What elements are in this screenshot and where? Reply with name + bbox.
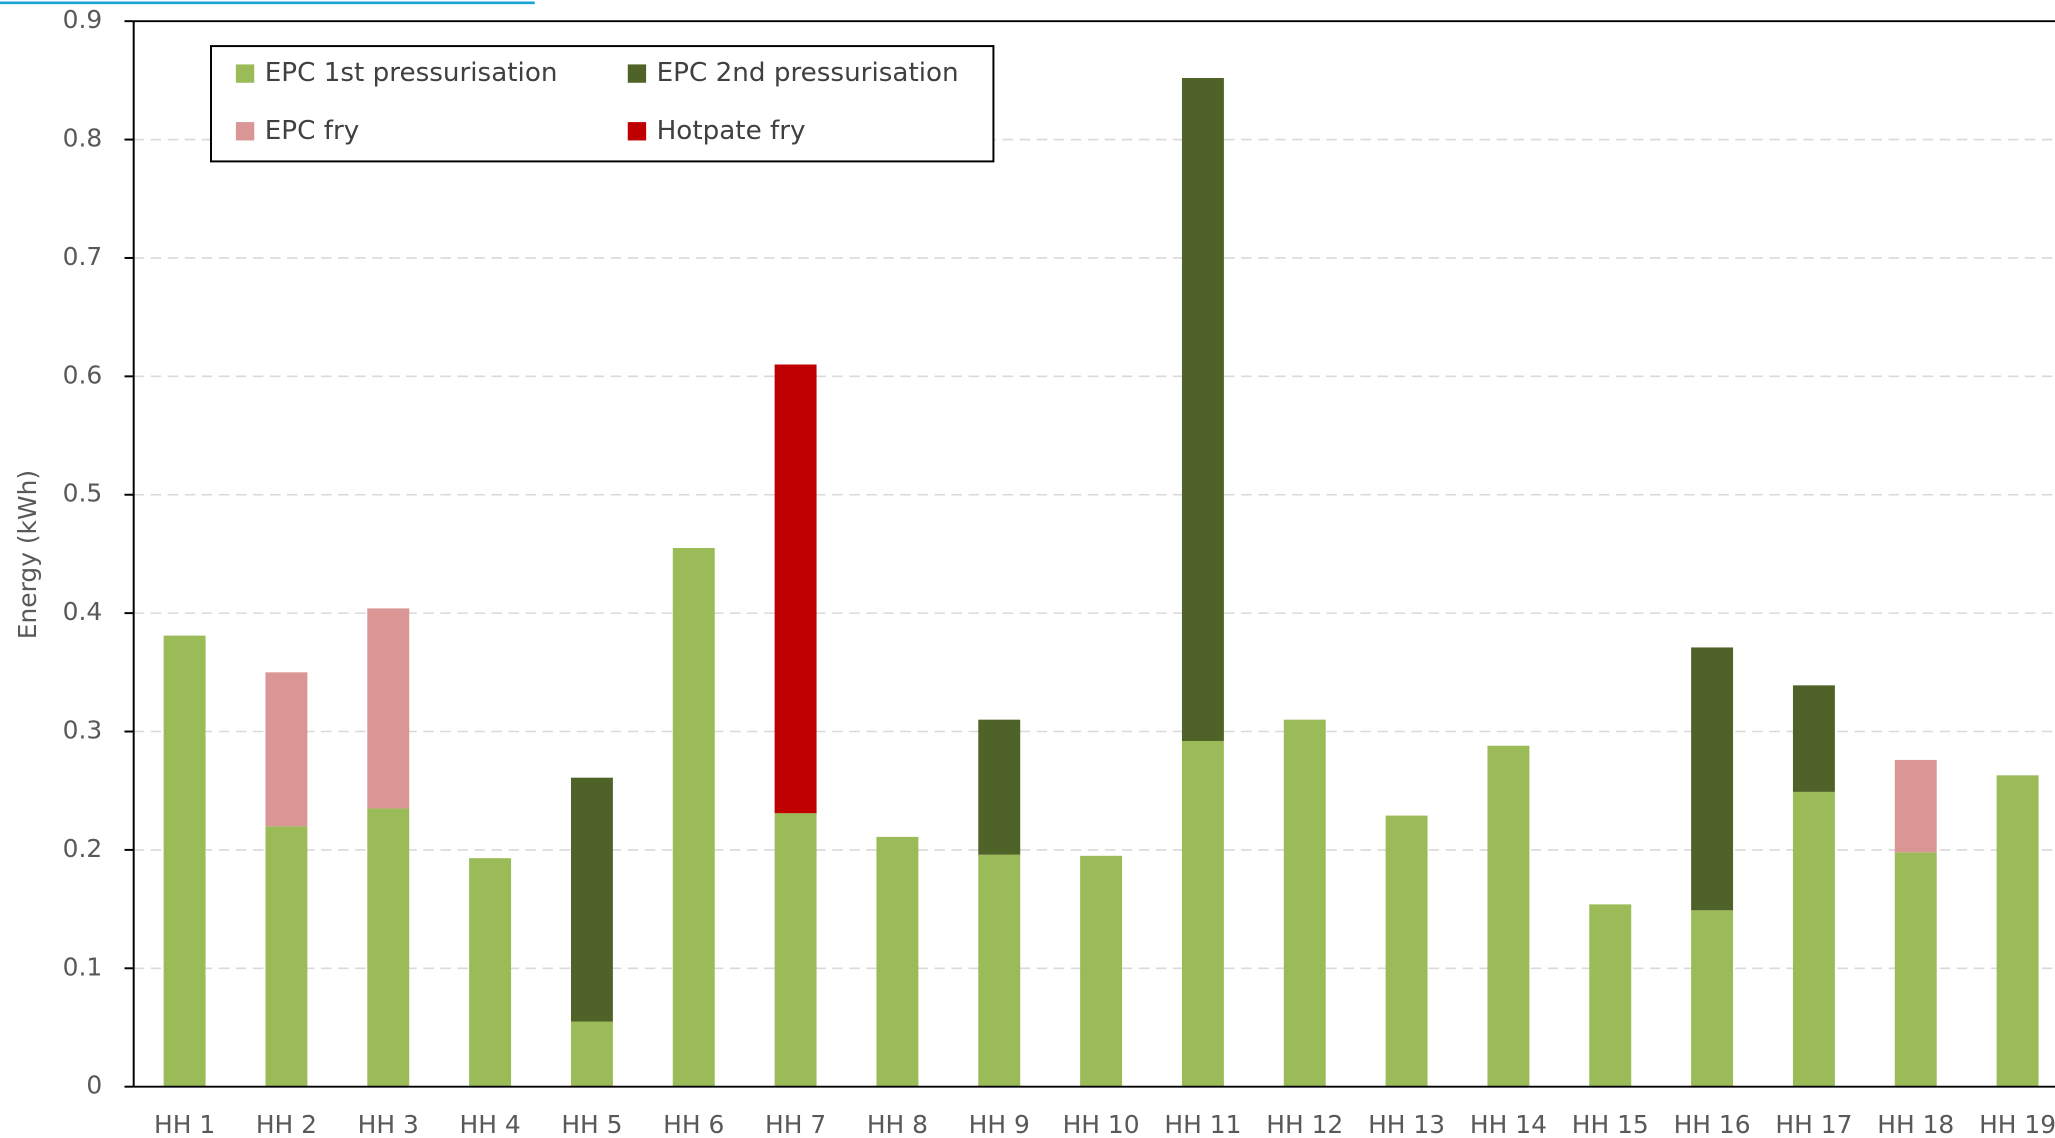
x-tick-label: HH 4 <box>460 1110 521 1138</box>
x-tick-label: HH 12 <box>1266 1110 1343 1138</box>
bar-segment <box>570 777 613 1022</box>
bar-segment <box>1181 78 1224 741</box>
bar-segment <box>265 672 308 827</box>
x-tick-label: HH 1 <box>154 1110 215 1138</box>
bar-segment <box>1894 759 1937 853</box>
y-tick-label: 0.2 <box>63 834 103 863</box>
bar-segment <box>774 813 817 1087</box>
x-tick-label: HH 2 <box>256 1110 317 1138</box>
legend-label: EPC fry <box>265 116 360 146</box>
bar-segment <box>367 608 410 809</box>
x-tick-label: HH 19 <box>1979 1110 2055 1138</box>
y-tick-label: 0.7 <box>63 242 103 271</box>
bar-segment <box>1487 745 1530 1087</box>
legend-label: EPC 1st pressurisation <box>265 58 558 88</box>
x-tick-label: HH 9 <box>969 1110 1030 1138</box>
bar-segment <box>1792 791 1835 1087</box>
y-tick-label: 0.3 <box>63 716 103 745</box>
bar-segment <box>1283 719 1326 1087</box>
x-tick-label: HH 3 <box>358 1110 419 1138</box>
bar-segment <box>1894 852 1937 1087</box>
y-axis-label: Energy (kWh) <box>13 470 42 639</box>
bar-segment <box>672 548 715 1087</box>
y-tick-label: 0.1 <box>63 952 103 981</box>
y-tick-label: 0.5 <box>63 479 103 508</box>
x-tick-label: HH 16 <box>1674 1110 1751 1138</box>
bar-segment <box>265 826 308 1087</box>
legend-swatch <box>627 64 647 83</box>
bar-segment <box>1589 904 1632 1087</box>
x-tick-label: HH 14 <box>1470 1110 1547 1138</box>
y-tick-label: 0 <box>86 1071 102 1100</box>
legend-label: Hotpate fry <box>657 116 806 146</box>
y-tick-label: 0.8 <box>63 124 103 153</box>
x-tick-label: HH 17 <box>1775 1110 1852 1138</box>
bar-segment <box>978 719 1021 855</box>
bar-segment <box>367 808 410 1087</box>
bar-segment <box>1080 855 1123 1087</box>
bar-segment <box>876 836 919 1087</box>
legend-swatch <box>627 122 647 141</box>
y-tick-label: 0.6 <box>63 360 103 389</box>
bar-segment <box>570 1021 613 1087</box>
x-tick-label: HH 8 <box>867 1110 928 1138</box>
legend-swatch <box>235 64 255 83</box>
y-tick-label: 0.9 <box>63 5 103 34</box>
bar-segment <box>1691 910 1734 1087</box>
bar-segment <box>469 858 512 1087</box>
bar-segment <box>978 854 1021 1087</box>
x-tick-label: HH 7 <box>765 1110 826 1138</box>
x-tick-label: HH 11 <box>1164 1110 1241 1138</box>
legend-label: EPC 2nd pressurisation <box>657 58 959 88</box>
x-tick-label: HH 5 <box>561 1110 622 1138</box>
bar-segment <box>1181 740 1224 1087</box>
bar-segment <box>163 635 206 1087</box>
bar-segment <box>774 364 817 814</box>
x-tick-label: HH 15 <box>1572 1110 1649 1138</box>
x-tick-label: HH 6 <box>663 1110 724 1138</box>
bar-segment <box>1792 685 1835 792</box>
x-tick-label: HH 13 <box>1368 1110 1445 1138</box>
bar-segment <box>1996 775 2039 1087</box>
x-tick-label: HH 10 <box>1063 1110 1140 1138</box>
legend-swatch <box>235 122 255 141</box>
x-tick-label: HH 18 <box>1877 1110 1954 1138</box>
y-tick-label: 0.4 <box>63 597 103 626</box>
bar-segment <box>1691 647 1734 911</box>
legend-box <box>210 45 995 163</box>
bar-segment <box>1385 815 1428 1087</box>
